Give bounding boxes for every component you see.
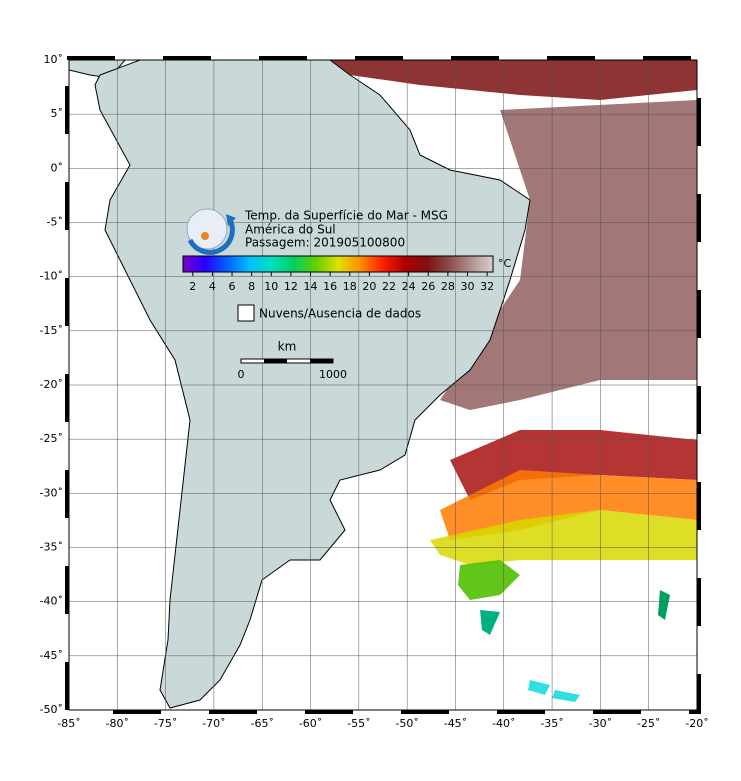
scale-end: 1000 <box>319 368 347 381</box>
lat-label: -45˚ <box>40 649 63 662</box>
lat-label: -10˚ <box>40 270 63 283</box>
lon-label: -75˚ <box>154 717 177 730</box>
lat-label: 5˚ <box>51 107 64 120</box>
colorbar-tick-label: 4 <box>209 280 216 293</box>
title: Temp. da Superfície do Mar - MSG <box>244 209 448 223</box>
lon-label: -25˚ <box>637 717 660 730</box>
lon-label: -85˚ <box>57 717 80 730</box>
colorbar-tick-label: 8 <box>248 280 255 293</box>
colorbar-tick-label: 14 <box>304 280 318 293</box>
lon-label: -50˚ <box>395 717 418 730</box>
lon-label: -80˚ <box>106 717 129 730</box>
lat-label: -35˚ <box>40 541 63 554</box>
colorbar-tick-label: 32 <box>480 280 494 293</box>
lon-label: -30˚ <box>589 717 612 730</box>
colorbar <box>182 255 494 273</box>
lat-label: -30˚ <box>40 486 63 499</box>
map-body <box>69 60 697 710</box>
graticule <box>69 60 697 710</box>
region: América do Sul <box>245 223 336 237</box>
lat-label: -25˚ <box>40 432 63 445</box>
lon-label: -70˚ <box>202 717 225 730</box>
lon-label: -20˚ <box>685 717 708 730</box>
scale-start: 0 <box>238 368 245 381</box>
lat-label: -40˚ <box>40 595 63 608</box>
colorbar-tick-label: 6 <box>229 280 236 293</box>
lon-label: -35˚ <box>540 717 563 730</box>
lat-label: -15˚ <box>40 324 63 337</box>
lat-label: 0˚ <box>51 161 64 174</box>
colorbar-tick-label: 24 <box>402 280 416 293</box>
lat-label: 10˚ <box>44 53 64 66</box>
colorbar-tick-label: 22 <box>382 280 396 293</box>
lat-label: -50˚ <box>40 703 63 716</box>
scale-unit: km <box>278 340 297 354</box>
colorbar-ticks: 2 4 6 8 10 12 14 16 18 20 22 24 26 28 30 32 <box>189 272 494 293</box>
lon-label: -65˚ <box>250 717 273 730</box>
colorbar-tick-label: 10 <box>264 280 278 293</box>
colorbar-tick-label: 16 <box>323 280 337 293</box>
scale-bar <box>240 358 334 364</box>
colorbar-tick-label: 26 <box>421 280 435 293</box>
lat-label: -20˚ <box>40 378 63 391</box>
colorbar-tick-label: 20 <box>362 280 376 293</box>
lat-label: -5˚ <box>47 216 63 229</box>
pass: Passagem: 201905100800 <box>245 236 405 250</box>
colorbar-tick-label: 28 <box>441 280 455 293</box>
colorbar-tick-label: 2 <box>189 280 196 293</box>
lon-label: -60˚ <box>299 717 322 730</box>
colorbar-tick-label: 12 <box>284 280 298 293</box>
colorbar-tick-label: 18 <box>343 280 357 293</box>
colorbar-tick-label: 30 <box>460 280 474 293</box>
lon-label: -45˚ <box>444 717 467 730</box>
frame-border <box>65 56 701 714</box>
lon-label: -55˚ <box>347 717 370 730</box>
legend-swatch <box>237 304 255 322</box>
logo <box>186 208 236 255</box>
colorbar-unit: °C <box>498 257 512 270</box>
sst-patches <box>330 60 697 702</box>
lon-label: -40˚ <box>492 717 515 730</box>
legend-label: Nuvens/Ausencia de dados <box>259 307 421 321</box>
